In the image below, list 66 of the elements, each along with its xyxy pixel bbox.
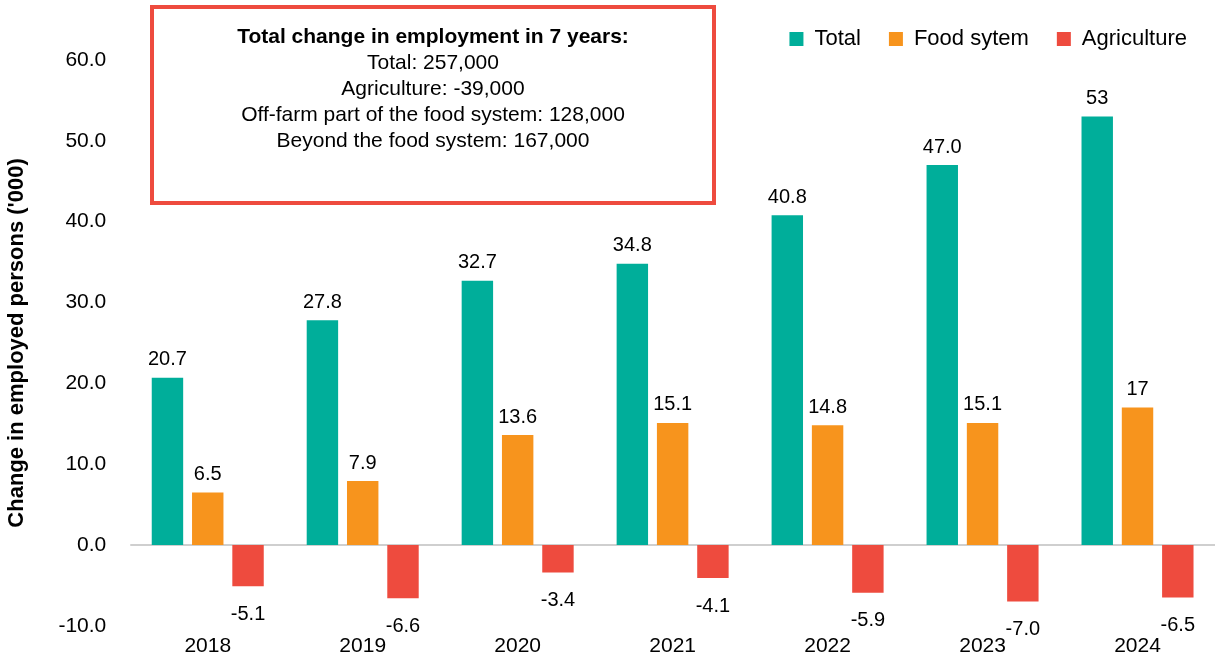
legend-label: Food sytem [913, 25, 1029, 51]
y-tick-label: 60.0 [65, 46, 107, 70]
data-label: 6.5 [193, 461, 222, 484]
y-tick-label: 40.0 [65, 208, 107, 232]
bar [151, 377, 184, 545]
y-tick-label: 10.0 [65, 450, 107, 474]
data-label: 27.8 [302, 289, 342, 312]
bar [192, 492, 224, 545]
data-label: 15.1 [653, 392, 693, 415]
legend-label: Total [814, 25, 861, 51]
bar [387, 544, 419, 599]
y-tick-label: 0.0 [77, 531, 107, 555]
text: Total change in employment in 7 years: [236, 23, 630, 49]
x-tick-label: 2018 [184, 633, 232, 657]
bar [232, 544, 264, 587]
data-label: 20.7 [147, 347, 187, 370]
x-tick-label: 2020 [494, 633, 542, 657]
bar [542, 544, 574, 573]
x-tick-label: 2019 [339, 633, 387, 657]
bar [697, 544, 729, 579]
bar [461, 280, 494, 545]
bar [926, 165, 958, 545]
bar [1162, 544, 1194, 598]
data-label: 40.8 [767, 184, 807, 207]
data-label: -4.1 [695, 593, 731, 616]
data-label: 47.0 [922, 134, 962, 157]
y-tick-label: -10.0 [58, 612, 107, 636]
bar [811, 425, 844, 545]
bar [771, 215, 804, 545]
data-label: 34.8 [612, 233, 652, 256]
annotation: Off-farm part of the food system: 128,000 [240, 101, 626, 127]
legend-label: Agriculture [1081, 25, 1187, 51]
data-label: -5.9 [850, 608, 886, 631]
annotation: Agriculture: -39,000 [340, 75, 526, 101]
bar [1081, 116, 1113, 545]
bar [501, 435, 534, 545]
data-label: 53 [1086, 86, 1109, 109]
data-label: 32.7 [457, 250, 497, 273]
bar [656, 422, 689, 545]
data-label: 7.9 [348, 450, 377, 473]
bar [852, 544, 884, 593]
y-tick-label: 20.0 [65, 370, 107, 394]
y-tick-label: 50.0 [65, 127, 107, 151]
annotation: Total: 257,000 [366, 49, 500, 75]
bar [1121, 407, 1154, 545]
data-label: 14.8 [808, 394, 848, 417]
bar [616, 263, 649, 545]
bar [966, 422, 999, 545]
y-tick-label: 30.0 [65, 289, 107, 313]
data-label: -6.6 [385, 613, 421, 636]
annotation: Beyond the food system: 167,000 [275, 127, 591, 153]
x-tick-label: 2021 [649, 633, 696, 657]
data-label: -5.1 [230, 601, 266, 624]
bar [306, 320, 339, 545]
data-label: 13.6 [498, 404, 538, 427]
bar [347, 481, 379, 545]
data-label: -3.4 [540, 587, 576, 610]
x-tick-label: 2022 [804, 633, 851, 657]
bar [1007, 544, 1039, 602]
data-label: 15.1 [963, 392, 1003, 415]
x-tick-label: 2024 [1114, 633, 1162, 657]
x-tick-label: 2023 [959, 633, 1006, 657]
data-label: -7.0 [1005, 617, 1041, 640]
data-label: 17 [1126, 377, 1149, 400]
y-axis-title: Change in employed persons ('000) [3, 158, 29, 528]
data-label: -6.5 [1160, 613, 1196, 636]
